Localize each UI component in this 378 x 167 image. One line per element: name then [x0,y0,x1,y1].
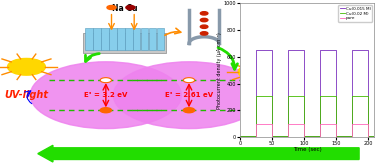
Cu(0.015 M) [366,135,370,137]
Y-axis label: Photocurrent density (μA·cm⁻²): Photocurrent density (μA·cm⁻²) [217,32,222,109]
Cu(0.02 M) [254,135,258,137]
Text: UV-light: UV-light [5,90,48,100]
Cu(0.02 M) [270,95,274,97]
pure [318,123,322,125]
Cu(0.015 M) [238,135,242,137]
Text: Na Cu: Na Cu [112,4,138,13]
Cu(0.015 M) [372,135,376,137]
Cu(0.015 M) [254,49,258,51]
pure [334,136,338,138]
Cu(0.015 M) [334,135,338,137]
Cu(0.02 M) [254,95,258,97]
Cu(0.015 M) [302,49,306,51]
Text: Eᶟ = 3.2 eV: Eᶟ = 3.2 eV [84,92,127,98]
Bar [93,28,101,50]
pure [372,136,376,138]
Cu(0.02 M) [334,135,338,137]
Line: Cu(0.015 M): Cu(0.015 M) [240,50,374,136]
Cu(0.015 M) [318,49,322,51]
Circle shape [200,32,208,35]
Legend: Cu(0.015 M), Cu(0.02 M), pure: Cu(0.015 M), Cu(0.02 M), pure [338,5,372,22]
Circle shape [183,78,195,83]
Bar [133,28,141,50]
pure [270,136,274,138]
Cu(0.015 M) [318,135,322,137]
Circle shape [200,12,208,15]
Circle shape [238,63,276,80]
Circle shape [113,62,265,129]
Bar [83,33,166,53]
pure [286,136,290,138]
pure [350,123,354,125]
Cu(0.015 M) [302,135,306,137]
Text: Eᶟ = 2.61 eV: Eᶟ = 2.61 eV [165,92,213,98]
pure [254,123,258,125]
Cu(0.02 M) [302,95,306,97]
Bar [101,28,108,50]
pure [254,136,258,138]
Bar [125,28,133,50]
Cu(0.015 M) [270,49,274,51]
Bar [149,28,156,50]
pure [302,136,306,138]
Cu(0.02 M) [366,95,370,97]
pure [238,136,242,138]
Cu(0.02 M) [238,135,242,137]
Cu(0.02 M) [286,135,290,137]
Bar [117,28,124,50]
Bar [85,28,93,50]
Circle shape [126,6,135,10]
Cu(0.02 M) [350,95,354,97]
Cu(0.015 M) [350,135,354,137]
pure [286,123,290,125]
Text: UV-vis: UV-vis [240,90,274,100]
Circle shape [107,6,116,10]
pure [302,123,306,125]
pure [270,123,274,125]
pure [366,136,370,138]
pure [350,136,354,138]
Cu(0.015 M) [254,135,258,137]
FancyArrow shape [38,145,359,162]
Bar [109,28,116,50]
Cu(0.02 M) [350,135,354,137]
Cu(0.015 M) [366,49,370,51]
pure [318,136,322,138]
Cu(0.015 M) [350,49,354,51]
Circle shape [183,108,195,113]
Circle shape [100,78,112,83]
Cu(0.02 M) [286,95,290,97]
Circle shape [30,62,181,129]
Cu(0.015 M) [270,135,274,137]
Cu(0.015 M) [334,49,338,51]
Circle shape [200,18,208,22]
Cu(0.02 M) [372,135,376,137]
Bar [141,28,149,50]
Circle shape [200,25,208,28]
Cu(0.015 M) [286,135,290,137]
Cu(0.02 M) [318,95,322,97]
Line: pure: pure [240,124,374,137]
Cu(0.02 M) [366,135,370,137]
X-axis label: Time (sec): Time (sec) [293,147,322,152]
Cu(0.02 M) [318,135,322,137]
Bar [157,28,164,50]
Line: Cu(0.02 M): Cu(0.02 M) [240,96,374,136]
pure [366,123,370,125]
pure [334,123,338,125]
Circle shape [100,108,112,113]
Circle shape [8,58,45,75]
Cu(0.015 M) [286,49,290,51]
Cu(0.02 M) [302,135,306,137]
Cu(0.02 M) [334,95,338,97]
Cu(0.02 M) [270,135,274,137]
